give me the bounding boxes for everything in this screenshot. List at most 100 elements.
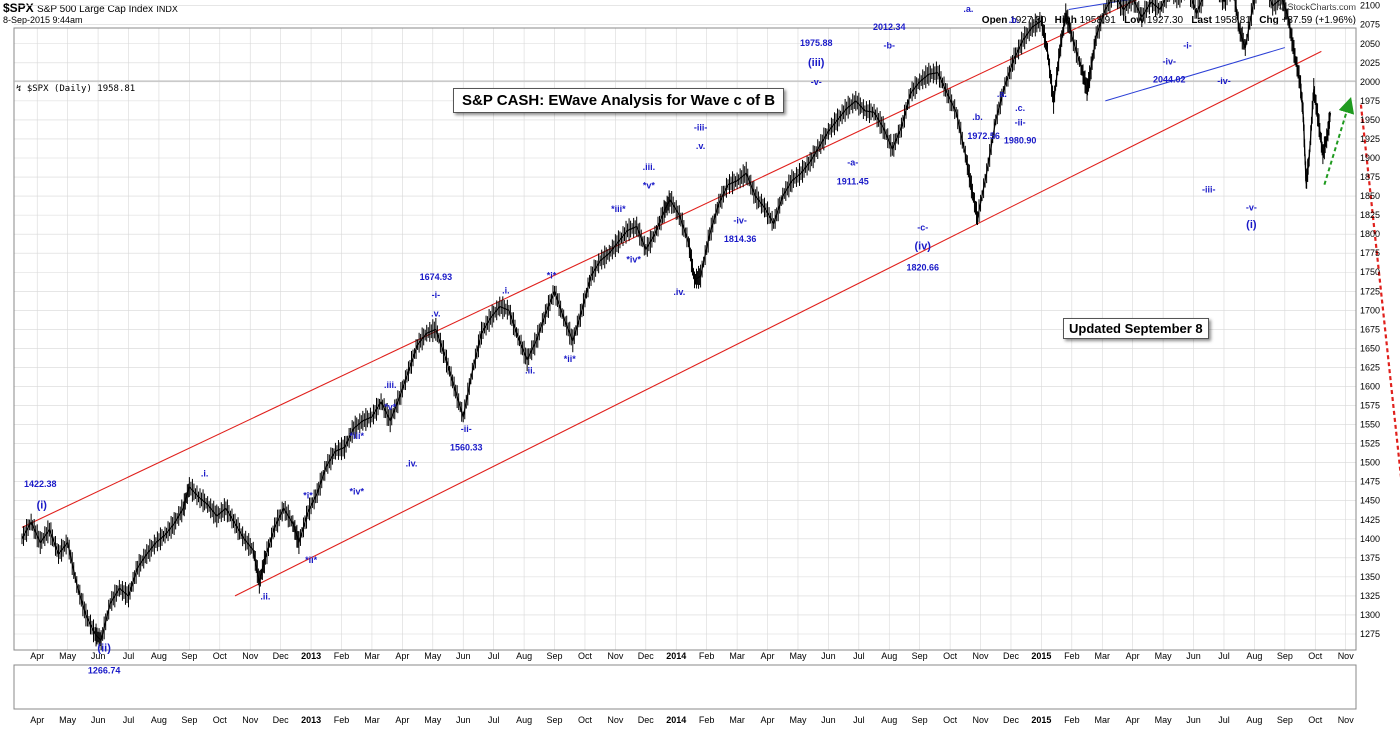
x-tick-label-lower: Jul [123,715,135,725]
y-tick-label: 1650 [1360,343,1380,353]
wave-label: -v- [811,77,822,87]
wave-label: 1820.66 [906,263,939,273]
chg-label: Chg [1259,15,1279,26]
x-tick-label: Nov [1338,651,1355,661]
chart-datetime: 8-Sep-2015 9:44am [3,15,83,25]
x-tick-label-lower: Sep [1277,715,1293,725]
high-value: 1958.91 [1079,15,1116,26]
wave-label: -b- [884,40,896,50]
x-tick-label: Apr [30,651,44,661]
x-tick-label: Mar [729,651,745,661]
wave-label: 1422.38 [24,479,57,489]
y-tick-label: 1300 [1360,610,1380,620]
x-tick-label: May [59,651,77,661]
channel-upper-line [21,0,1138,528]
x-tick-label-lower: 2014 [666,715,686,725]
x-tick-label-lower: Aug [516,715,532,725]
wave-label: -iii- [1202,184,1216,194]
y-tick-label: 1925 [1360,134,1380,144]
last-label: Last [1191,15,1212,26]
y-tick-label: 1950 [1360,115,1380,125]
x-tick-label-lower: Dec [273,715,290,725]
x-tick-label: Mar [364,651,380,661]
x-tick-label: Mar [1095,651,1111,661]
wave-label: -iv- [733,215,747,225]
y-tick-label: 2025 [1360,58,1380,68]
x-tick-label-lower: Jun [91,715,106,725]
wave-label: .b. [1009,15,1020,25]
x-tick-label: 2015 [1031,651,1051,661]
x-axis-lower: Apr May Jun Jul Aug Sep Oct Nov Dec 2013 Feb Mar Apr… [30,715,1354,725]
x-tick-label-lower: Sep [547,715,563,725]
x-tick-label: Jul [1218,651,1230,661]
y-tick-label: 1450 [1360,496,1380,506]
x-tick-label: Sep [912,651,928,661]
wave-label: *i* [547,270,557,280]
x-tick-label: Jul [123,651,135,661]
y-axis: 1275 1300 1325 1350 1375 1400 1425 1450 1475 1500… [1360,1,1380,639]
x-tick-label-lower: May [59,715,77,725]
wave-label: (iii) [808,57,825,69]
y-tick-label: 1900 [1360,153,1380,163]
wave-label: .v. [431,308,440,318]
x-tick-label: Oct [213,651,228,661]
wave-label: -ii- [461,424,472,434]
x-tick-label-lower: Oct [943,715,958,725]
wedge-lower-line [1105,47,1285,102]
wave-label: -ii- [1015,117,1026,127]
x-tick-label-lower: May [424,715,442,725]
x-tick-label: Sep [547,651,563,661]
ticker-name: S&P 500 Large Cap Index [37,4,154,15]
x-tick-label-lower: Dec [638,715,655,725]
y-tick-label: 1425 [1360,515,1380,525]
x-tick-label: Jul [853,651,865,661]
wave-label: -v- [1246,203,1257,213]
y-tick-label: 1325 [1360,591,1380,601]
x-tick-label: Feb [334,651,350,661]
wave-label: 1911.45 [837,177,869,187]
x-tick-label: Sep [1277,651,1293,661]
wave-label: *v* [384,402,397,412]
x-tick-label-lower: Aug [151,715,167,725]
wave-label: *iv* [349,487,364,497]
wave-label: .i. [201,468,209,478]
wave-label: 2044.02 [1153,75,1186,85]
x-tick-label: 2013 [301,651,321,661]
x-tick-label: Nov [973,651,990,661]
x-tick-label-lower: Jun [1186,715,1201,725]
x-tick-label-lower: Jul [853,715,865,725]
wave-label: .a. [963,4,973,14]
x-tick-label-lower: Nov [1338,715,1355,725]
wave-label: -i- [1183,40,1192,50]
y-tick-label: 1875 [1360,172,1380,182]
wave-label: *ii* [564,354,577,364]
wave-label: 1814.36 [724,234,757,244]
y-tick-label: 1850 [1360,191,1380,201]
wave-label: -a- [847,158,858,168]
wave-label: -i- [432,290,441,300]
wave-label: (iv) [914,240,931,252]
y-tick-label: 1600 [1360,381,1380,391]
x-tick-label-lower: Feb [334,715,350,725]
last-value: 1958.81 [1214,15,1251,26]
y-tick-label: 1675 [1360,324,1380,334]
wave-label: 2012.34 [873,22,906,32]
trend-channel-group [21,0,1322,597]
x-tick-label-lower: Oct [578,715,593,725]
x-tick-label-lower: May [1155,715,1173,725]
x-tick-label: May [789,651,807,661]
y-tick-label: 1625 [1360,362,1380,372]
wave-label: *i* [303,490,313,500]
x-tick-label: Jun [821,651,836,661]
wave-label: 1674.93 [420,272,453,282]
low-label: Low [1124,15,1145,26]
x-tick-label: Jul [488,651,500,661]
y-tick-label: 2000 [1360,77,1380,87]
wave-label: .iii. [384,380,397,390]
x-tick-label-lower: Sep [181,715,197,725]
y-tick-label: 1800 [1360,229,1380,239]
x-tick-label-lower: 2015 [1031,715,1051,725]
x-tick-label: Apr [761,651,775,661]
x-tick-label: Aug [1246,651,1262,661]
wave-label: .iv. [673,287,685,297]
